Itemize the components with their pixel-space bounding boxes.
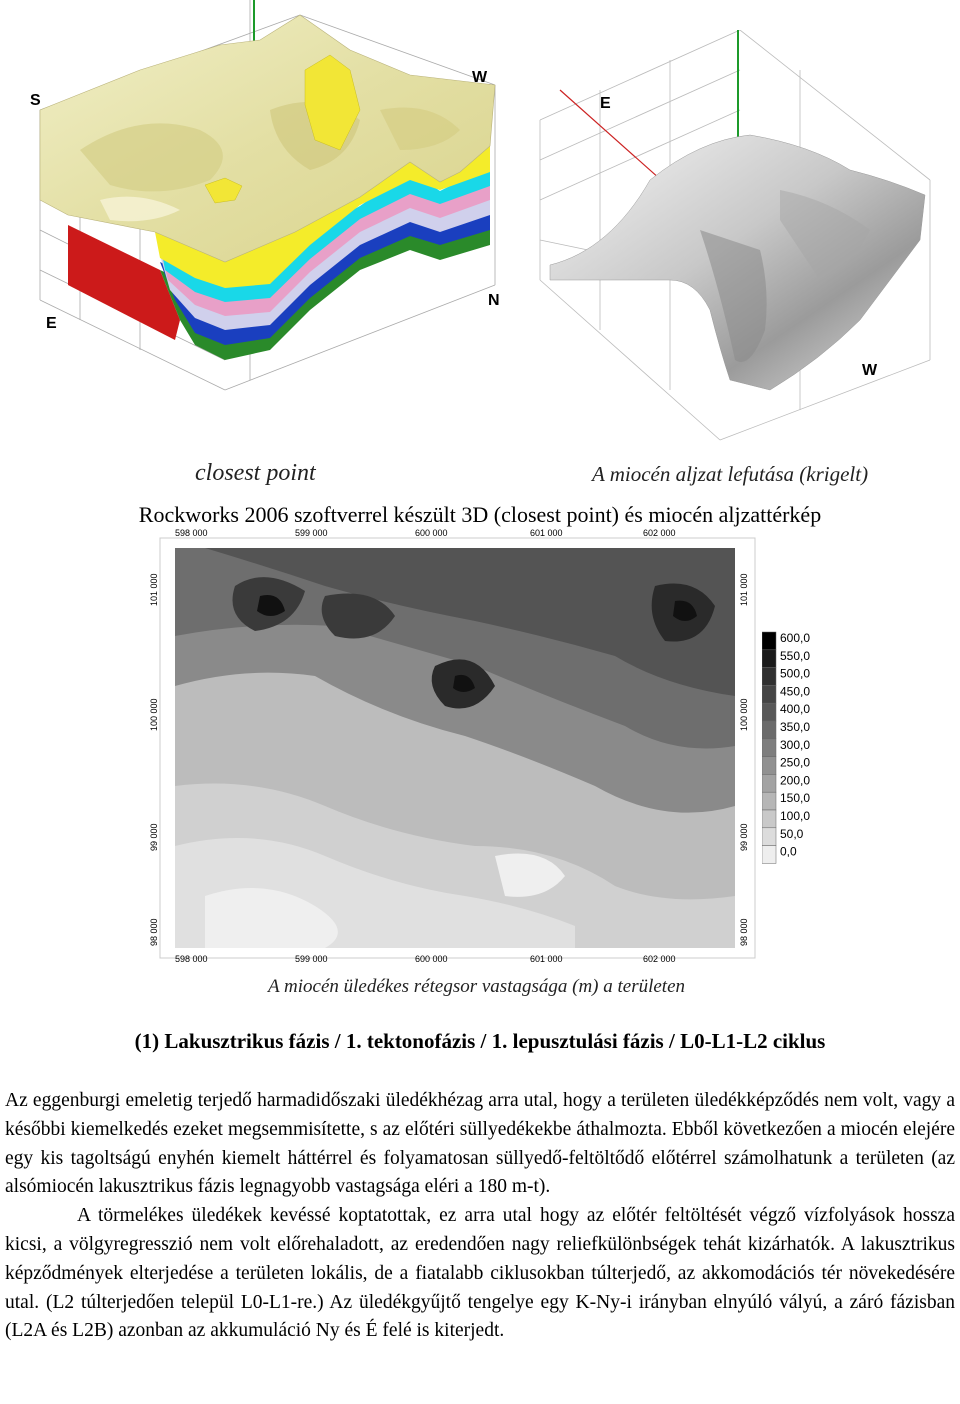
body-text: Az eggenburgi emeletig terjedő harmadidő… [5, 1087, 955, 1346]
y-tick-right-2: 99 000 [739, 823, 749, 851]
legend-label: 500,0 [780, 667, 810, 681]
block-model-3d: S W E N [30, 0, 500, 391]
legend-label: 450,0 [780, 684, 810, 698]
x-tick-top-4: 602 000 [643, 528, 676, 538]
y-tick-right-1: 100 000 [739, 698, 749, 731]
x-tick-bottom-0: 598 000 [175, 954, 208, 964]
y-tick-left-3: 98 000 [149, 918, 159, 946]
legend-swatch [761, 774, 777, 793]
legend-label: 600,0 [780, 631, 810, 645]
legend-swatch [761, 791, 777, 811]
y-tick-left-1: 100 000 [149, 698, 159, 731]
thickness-contours [175, 548, 735, 948]
compass-e-right: E [600, 95, 611, 112]
legend-swatch [761, 809, 777, 829]
legend-label: 150,0 [780, 791, 810, 805]
legend-swatch [761, 685, 777, 704]
legend-label: 400,0 [780, 702, 810, 716]
legend-swatch [761, 649, 777, 668]
left-caption: closest point [195, 460, 316, 486]
right-caption: A miocén aljzat lefutása (krigelt) [592, 462, 869, 486]
legend-swatch [761, 738, 777, 757]
x-tick-top-2: 600 000 [415, 528, 448, 538]
paragraph-2: A törmelékes üledékek kevéssé koptatotta… [5, 1205, 955, 1342]
legend-label: 200,0 [780, 773, 810, 787]
compass-s-left: S [30, 92, 41, 109]
y-tick-right-0: 101 000 [739, 573, 749, 606]
legend-label: 550,0 [780, 649, 810, 663]
x-tick-bottom-3: 601 000 [530, 954, 563, 964]
y-tick-left-2: 99 000 [149, 823, 159, 851]
legend-label: 100,0 [780, 809, 810, 823]
x-tick-bottom-1: 599 000 [295, 954, 328, 964]
map-caption: A miocén üledékes rétegsor vastagsága (m… [268, 976, 686, 997]
legend-label: 350,0 [780, 720, 810, 734]
compass-n-left: N [488, 292, 500, 309]
map-legend: 600,0 550,0 500,0 450,0 400,0 350,0 300,0 250,0… [761, 630, 822, 864]
legend-swatch [761, 827, 777, 846]
y-tick-left-0: 101 000 [149, 573, 159, 606]
y-tick-right-3: 98 000 [739, 918, 749, 946]
compass-w-left: W [472, 69, 488, 86]
legend-label: 250,0 [780, 756, 810, 770]
paragraph-1: Az eggenburgi emeletig terjedő harmadidő… [5, 1090, 955, 1198]
x-tick-top-0: 598 000 [175, 528, 208, 538]
legend-label: 50,0 [780, 827, 804, 841]
legend-swatch [761, 667, 777, 686]
legend-swatch [761, 631, 777, 651]
x-tick-top-3: 601 000 [530, 528, 563, 538]
legend-label: 300,0 [780, 738, 810, 752]
basement-surface-3d: E W [539, 30, 931, 441]
section-heading: (1) Lakusztrikus fázis / 1. tektonofázis… [134, 1029, 826, 1053]
x-tick-bottom-2: 600 000 [415, 954, 448, 964]
legend-swatch [761, 845, 777, 864]
legend-swatch [761, 720, 777, 740]
x-tick-top-1: 599 000 [295, 528, 328, 538]
x-tick-bottom-4: 602 000 [643, 954, 676, 964]
figure-caption: Rockworks 2006 szoftverrel készült 3D (c… [138, 502, 822, 527]
thickness-map-frame: 598 000 599 000 600 000 601 000 602 000 … [145, 526, 815, 976]
compass-e-left: E [46, 315, 57, 332]
legend-swatch [761, 756, 777, 775]
legend-swatch [761, 702, 777, 722]
legend-label: 0,0 [780, 845, 797, 859]
compass-w-right: W [862, 362, 878, 379]
